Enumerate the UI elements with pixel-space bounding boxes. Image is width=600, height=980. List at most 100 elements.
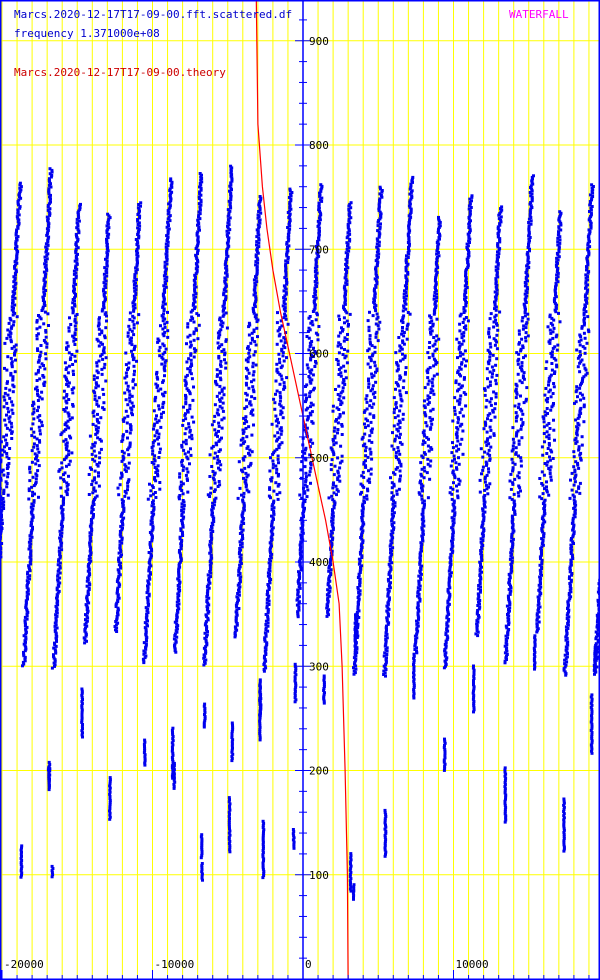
scatter-point <box>416 612 420 616</box>
scatter-point <box>362 499 366 503</box>
scatter-point <box>242 476 245 480</box>
scatter-point <box>39 317 43 321</box>
scatter-point <box>165 250 169 254</box>
scatter-point <box>41 307 45 311</box>
scatter-point <box>269 551 272 555</box>
scatter-point <box>72 269 76 273</box>
scatter-point <box>445 621 449 625</box>
scatter-point <box>376 224 380 228</box>
scatter-point <box>253 350 257 354</box>
scatter-point <box>399 394 403 398</box>
scatter-point <box>86 599 89 603</box>
scatter-point <box>35 444 39 448</box>
scatter-point <box>304 478 308 482</box>
scatter-point <box>284 317 288 321</box>
scatter-point <box>184 400 188 404</box>
scatter-point <box>53 663 57 667</box>
scatter-point <box>133 344 137 348</box>
scatter-point <box>466 261 470 264</box>
scatter-point <box>127 453 131 457</box>
scatter-point <box>251 338 254 342</box>
scatter-point <box>29 427 33 431</box>
scatter-point <box>78 204 82 208</box>
scatter-point <box>215 394 219 398</box>
scatter-point <box>461 414 465 418</box>
scatter-point <box>92 377 96 381</box>
scatter-point <box>170 764 174 768</box>
scatter-point <box>386 602 390 606</box>
scatter-point <box>47 195 51 199</box>
scatter-point <box>102 304 106 308</box>
scatter-point <box>41 374 45 377</box>
scatter-point <box>231 752 235 756</box>
scatter-point <box>4 480 8 484</box>
scatter-point <box>146 619 149 623</box>
scatter-point <box>192 347 196 351</box>
scatter-point <box>182 405 185 409</box>
scatter-point <box>244 366 248 370</box>
scatter-point <box>200 837 204 841</box>
scatter-point <box>349 206 353 210</box>
scatter-point <box>179 555 183 559</box>
scatter-point <box>150 549 154 553</box>
scatter-point <box>255 243 258 247</box>
scatter-point <box>253 301 257 305</box>
scatter-point <box>230 173 234 177</box>
scatter-point <box>357 562 361 566</box>
scatter-point <box>93 469 97 473</box>
scatter-point <box>162 400 166 404</box>
scatter-point <box>356 614 359 618</box>
scatter-point <box>200 839 204 843</box>
scatter-point <box>299 546 302 550</box>
scatter-point <box>158 345 162 349</box>
scatter-point <box>192 278 196 282</box>
scatter-point <box>373 305 376 309</box>
scatter-point <box>305 335 309 338</box>
scatter-point <box>401 317 405 321</box>
scatter-point <box>177 594 181 597</box>
scatter-point <box>203 636 207 640</box>
scatter-point <box>97 471 100 475</box>
scatter-point <box>17 203 20 207</box>
scatter-point <box>147 574 151 578</box>
scatter-point <box>318 221 322 225</box>
scatter-point <box>120 471 123 475</box>
scatter-point <box>318 229 321 233</box>
scatter-point <box>404 302 408 306</box>
scatter-point <box>64 438 68 442</box>
scatter-point <box>346 226 350 230</box>
scatter-point <box>249 461 253 465</box>
scatter-point <box>150 484 154 488</box>
scatter-point <box>208 543 212 547</box>
scatter-point <box>262 857 266 861</box>
scatter-point <box>305 485 309 489</box>
scatter-point <box>197 323 201 327</box>
scatter-point <box>166 244 170 248</box>
scatter-point <box>8 420 12 424</box>
scatter-point <box>87 493 91 496</box>
scatter-point <box>56 563 60 567</box>
scatter-point <box>44 260 48 264</box>
scatter-point <box>390 541 394 545</box>
scatter-point <box>97 322 101 326</box>
scatter-point <box>404 307 408 311</box>
scatter-point <box>153 399 157 403</box>
scatter-point <box>412 696 416 700</box>
scatter-point <box>401 417 405 421</box>
scatter-point <box>402 334 406 338</box>
scatter-point <box>208 563 212 567</box>
scatter-point <box>230 729 234 733</box>
scatter-point <box>146 624 149 628</box>
scatter-point <box>120 439 124 443</box>
scatter-point <box>67 426 71 430</box>
scatter-point <box>358 592 362 596</box>
scatter-point <box>286 239 290 243</box>
scatter-point <box>366 424 370 428</box>
scatter-point <box>212 516 216 520</box>
scatter-point <box>67 326 71 330</box>
scatter-point <box>345 259 349 263</box>
scatter-point <box>455 337 459 341</box>
scatter-point <box>200 852 204 855</box>
scatter-point <box>206 593 210 597</box>
scatter-point <box>373 395 377 399</box>
